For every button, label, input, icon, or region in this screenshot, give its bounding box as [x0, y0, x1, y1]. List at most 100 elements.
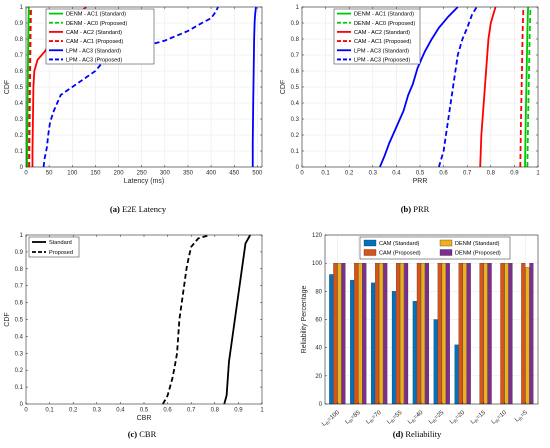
y-axis-label: CDF [280, 80, 287, 94]
bar-1-6 [458, 263, 463, 405]
y-tick-label: 1 [20, 5, 24, 11]
bar-3-6 [466, 263, 471, 405]
legend: CAM (Standard) CAM (Proposed) DENM (Standa… [359, 236, 511, 260]
series-line-2 [479, 6, 497, 168]
tick-sub: th [348, 417, 354, 424]
y-tick-label: 0.9 [291, 21, 300, 27]
bar-1-0 [333, 263, 338, 405]
y-tick-label: 0.1 [15, 385, 24, 391]
tick-rest: =5 [520, 410, 530, 419]
y-tick-label: 80 [315, 289, 322, 295]
legend-label: Proposed [49, 250, 73, 256]
x-tick-label: Lth=55 [386, 410, 404, 427]
bar-3-5 [445, 263, 450, 405]
panel-caption: (c) CBR [128, 429, 157, 439]
chart-panel-2: 0 0.1 0.2 0.3 0.4 0.5 0.6 0.7 0.8 0.9 1 0 0.1 0.2 0.3 0… [4, 233, 264, 439]
bar-0-2 [371, 282, 376, 405]
y-tick-label: 0.7 [291, 53, 300, 59]
tick-sub: th [473, 417, 479, 424]
x-tick-label: 0.3 [93, 408, 102, 414]
y-tick-label: 0 [20, 402, 24, 408]
x-axis-label: PRR [413, 178, 428, 185]
panel-caption: (a) E2E Latency [110, 204, 167, 214]
y-tick-label: 0.8 [291, 37, 300, 43]
y-tick-label: 1 [20, 233, 24, 239]
series-line-5 [42, 6, 219, 168]
caption-text: PRR [411, 204, 430, 214]
x-tick-label: 250 [137, 171, 148, 177]
tick-sub: th [518, 415, 524, 422]
x-tick-label: 0.9 [510, 171, 519, 177]
bar-0-0 [329, 274, 334, 405]
y-tick-label: 0.3 [291, 117, 300, 123]
y-tick-label: 0 [296, 165, 300, 171]
y-tick-label: 0.3 [15, 117, 24, 123]
legend-swatch [363, 249, 377, 256]
y-tick-label: 0.4 [15, 334, 24, 340]
caption-text: Reliability [403, 429, 442, 439]
y-axis-label: CDF [4, 80, 11, 94]
x-tick-label: Lth=20 [449, 410, 467, 427]
y-tick-label: 0.7 [15, 53, 24, 59]
legend-label: DENM - AC1 (Standard) [354, 12, 414, 18]
plot-area [26, 235, 262, 404]
bar-0-6 [454, 344, 459, 405]
x-tick-label: 0.4 [116, 408, 125, 414]
bar-3-7 [487, 263, 492, 405]
y-tick-label: 0.1 [291, 149, 300, 155]
x-tick-label: 0.4 [392, 171, 401, 177]
legend-box [333, 8, 421, 65]
legend-label: CAM - AC2 (Standard) [66, 30, 122, 36]
legend-label: LPM - AC3 (Proposed) [354, 57, 410, 63]
bar-3-2 [383, 263, 388, 405]
series-line-4 [251, 6, 257, 167]
tick-main: L [428, 418, 435, 425]
x-tick-label: 500 [252, 171, 263, 177]
y-tick-label: 0.1 [15, 149, 24, 155]
tick-main: L [321, 421, 328, 428]
y-tick-label: 120 [312, 233, 323, 239]
legend-label: DENM (Proposed) [455, 251, 501, 257]
y-tick-label: 0.6 [291, 69, 300, 75]
y-tick-label: 0.8 [15, 37, 24, 43]
bar-3-9 [529, 263, 534, 405]
series-line-1 [26, 6, 31, 168]
x-tick-label: 1 [260, 408, 264, 414]
x-tick-label: 0.2 [345, 171, 354, 177]
x-tick-label: 0.6 [163, 408, 172, 414]
panel-caption: (d) Reliability [393, 429, 442, 439]
x-tick-label: 0.8 [211, 408, 220, 414]
y-tick-label: 0.4 [15, 101, 24, 107]
y-tick-label: 0.3 [15, 351, 24, 357]
panel-caption: (b) PRR [401, 204, 430, 214]
bar-0-5 [433, 319, 438, 405]
series-line-1 [526, 6, 532, 168]
legend-swatch [363, 239, 377, 247]
tick-rest: =15 [475, 410, 487, 422]
x-tick-label: Lth=15 [470, 410, 488, 427]
legend-label: CAM (Standard) [379, 241, 420, 247]
x-tick-label: 0.3 [369, 171, 378, 177]
series-line-0 [524, 6, 529, 168]
bar-1-4 [416, 263, 421, 405]
tick-main: L [407, 418, 414, 425]
y-axis-label: CDF [4, 312, 11, 326]
x-tick-label: 0.9 [234, 408, 243, 414]
x-tick-label: Lth=85 [345, 410, 363, 427]
x-tick-label: Lth=25 [428, 410, 446, 427]
x-tick-label: 300 [160, 171, 171, 177]
x-tick-label: 0.8 [487, 171, 496, 177]
legend: DENM - AC1 (Standard) DENM - AC0 (Propose… [333, 8, 421, 65]
x-tick-label: 0 [300, 171, 304, 177]
legend-swatch [439, 249, 453, 256]
tick-sub: th [325, 419, 331, 426]
legend-box [45, 8, 155, 65]
bar-1-3 [395, 263, 400, 405]
x-tick-label: 0.6 [439, 171, 448, 177]
tick-rest: =10 [496, 410, 508, 422]
x-tick-label: Lth=5 [514, 410, 529, 424]
bar-2-8 [504, 263, 509, 405]
x-tick-label: Lth=10 [491, 410, 509, 427]
